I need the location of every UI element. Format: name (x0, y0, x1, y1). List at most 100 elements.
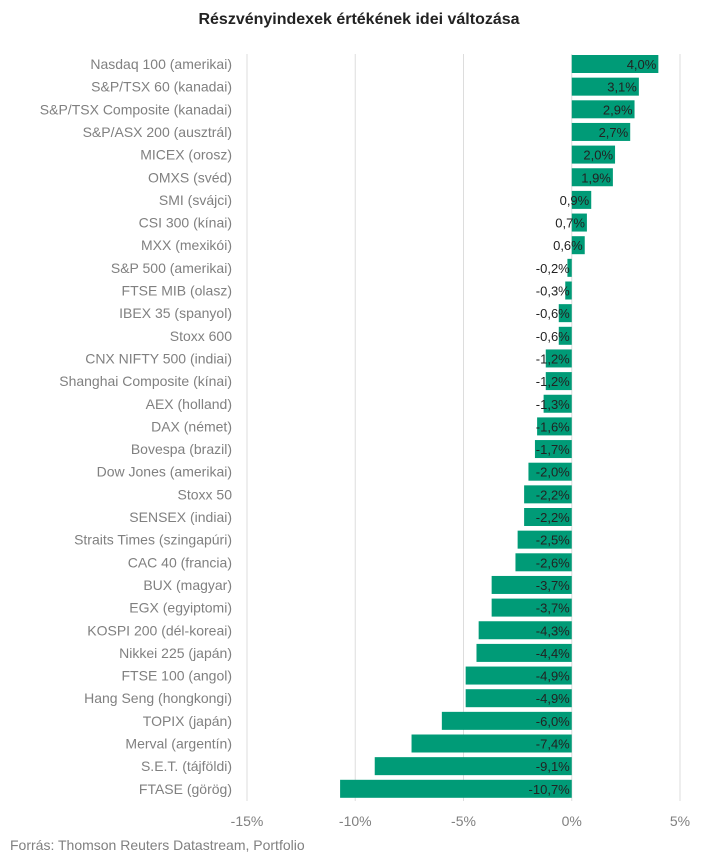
x-tick-label: -5% (451, 813, 476, 829)
value-label: -1,6% (536, 419, 570, 434)
category-label: Shanghai Composite (kínai) (59, 373, 232, 389)
category-label: EGX (egyiptomi) (129, 600, 232, 616)
category-label: Hang Seng (hongkongi) (84, 690, 232, 706)
category-label: CNX NIFTY 500 (indiai) (85, 350, 232, 366)
bar (571, 190, 592, 209)
bar (571, 168, 613, 187)
bar (476, 643, 572, 662)
bar (517, 530, 572, 549)
bar (491, 598, 572, 617)
category-labels: Nasdaq 100 (amerikai) S&P/TSX 60 (kanadai… (40, 56, 232, 797)
value-label: -1,7% (536, 442, 570, 457)
x-tick-label: -10% (339, 813, 372, 829)
bar (571, 55, 659, 73)
category-label: S&P 500 (amerikai) (111, 260, 232, 276)
bar (571, 145, 616, 164)
value-label: -1,3% (536, 397, 570, 412)
value-label: -4,9% (536, 669, 570, 684)
value-label: -10,7% (529, 782, 571, 797)
value-label: -3,7% (536, 601, 570, 616)
value-label: -2,5% (536, 533, 570, 548)
value-label: -0,3% (536, 284, 570, 299)
value-label: -2,2% (536, 510, 570, 525)
category-label: MXX (mexikói) (141, 237, 232, 253)
value-label: 0,9% (560, 193, 590, 208)
category-label: AEX (holland) (146, 396, 232, 412)
bar (465, 689, 572, 708)
bar (374, 757, 572, 776)
bar (441, 711, 572, 730)
value-label: -4,3% (536, 623, 570, 638)
category-label: SENSEX (indiai) (129, 509, 232, 525)
category-label: TOPIX (japán) (143, 713, 232, 729)
value-label: -0,6% (536, 306, 570, 321)
category-label: S&P/TSX 60 (kanadai) (91, 79, 232, 95)
value-label: 1,9% (581, 170, 611, 185)
value-label: -2,6% (536, 555, 570, 570)
bar (558, 304, 572, 323)
value-label: 2,0% (583, 148, 613, 163)
category-label: CAC 40 (francia) (128, 554, 232, 570)
bar (545, 349, 572, 368)
category-label: Nasdaq 100 (amerikai) (90, 56, 232, 72)
bar (528, 462, 572, 481)
bar (524, 508, 572, 526)
value-label: -1,2% (536, 351, 570, 366)
value-label: -7,4% (536, 737, 570, 752)
value-label: 0,6% (553, 238, 583, 253)
bar (543, 394, 572, 413)
category-label: DAX (német) (151, 418, 232, 434)
bar (478, 621, 572, 640)
value-label: -1,2% (536, 374, 570, 389)
bar (571, 100, 635, 119)
category-label: IBEX 35 (spanyol) (119, 305, 232, 321)
value-label: -4,4% (536, 646, 570, 661)
value-label: -2,0% (536, 465, 570, 480)
category-label: BUX (magyar) (143, 577, 232, 593)
bar (571, 236, 585, 255)
bar (491, 575, 572, 594)
bar (465, 666, 572, 685)
category-label: Dow Jones (amerikai) (97, 464, 232, 480)
x-tick-label: 0% (562, 813, 582, 829)
value-label: -4,9% (536, 691, 570, 706)
category-label: Bovespa (brazil) (131, 441, 232, 457)
value-label: 4,0% (627, 57, 657, 72)
category-label: KOSPI 200 (dél-koreai) (87, 622, 232, 638)
category-label: S&P/ASX 200 (ausztrál) (83, 124, 232, 140)
chart-title: Részvényindexek értékének idei változása (198, 11, 519, 28)
bar (558, 326, 572, 345)
bar (524, 485, 572, 504)
value-label: 2,9% (603, 102, 633, 117)
value-label: 3,1% (607, 80, 637, 95)
bar (534, 440, 572, 459)
gridlines (246, 54, 681, 801)
bar (565, 281, 572, 300)
category-label: FTSE 100 (angol) (122, 668, 233, 684)
category-label: FTSE MIB (olasz) (122, 283, 232, 299)
bar (340, 779, 572, 798)
category-label: Stoxx 600 (170, 328, 232, 344)
bar (567, 258, 572, 277)
source-note: Forrás: Thomson Reuters Datastream, Port… (10, 837, 305, 853)
category-label: Stoxx 50 (178, 486, 233, 502)
category-label: SMI (svájci) (159, 192, 232, 208)
category-label: CSI 300 (kínai) (139, 215, 232, 231)
value-label: -0,6% (536, 329, 570, 344)
category-label: Nikkei 225 (japán) (119, 645, 232, 661)
value-label: 0,7% (555, 216, 585, 231)
category-label: OMXS (svéd) (148, 169, 232, 185)
value-label: -3,7% (536, 578, 570, 593)
bar (571, 77, 639, 96)
bar (545, 372, 572, 391)
bar (571, 213, 587, 232)
bars (340, 55, 659, 798)
x-tick-label: -15% (231, 813, 264, 829)
category-label: Merval (argentín) (125, 736, 232, 752)
bar (411, 734, 572, 753)
value-label: -9,1% (536, 759, 570, 774)
category-label: S.E.T. (tájföldi) (141, 758, 232, 774)
category-label: FTASE (görög) (139, 781, 232, 797)
bar (571, 122, 631, 141)
